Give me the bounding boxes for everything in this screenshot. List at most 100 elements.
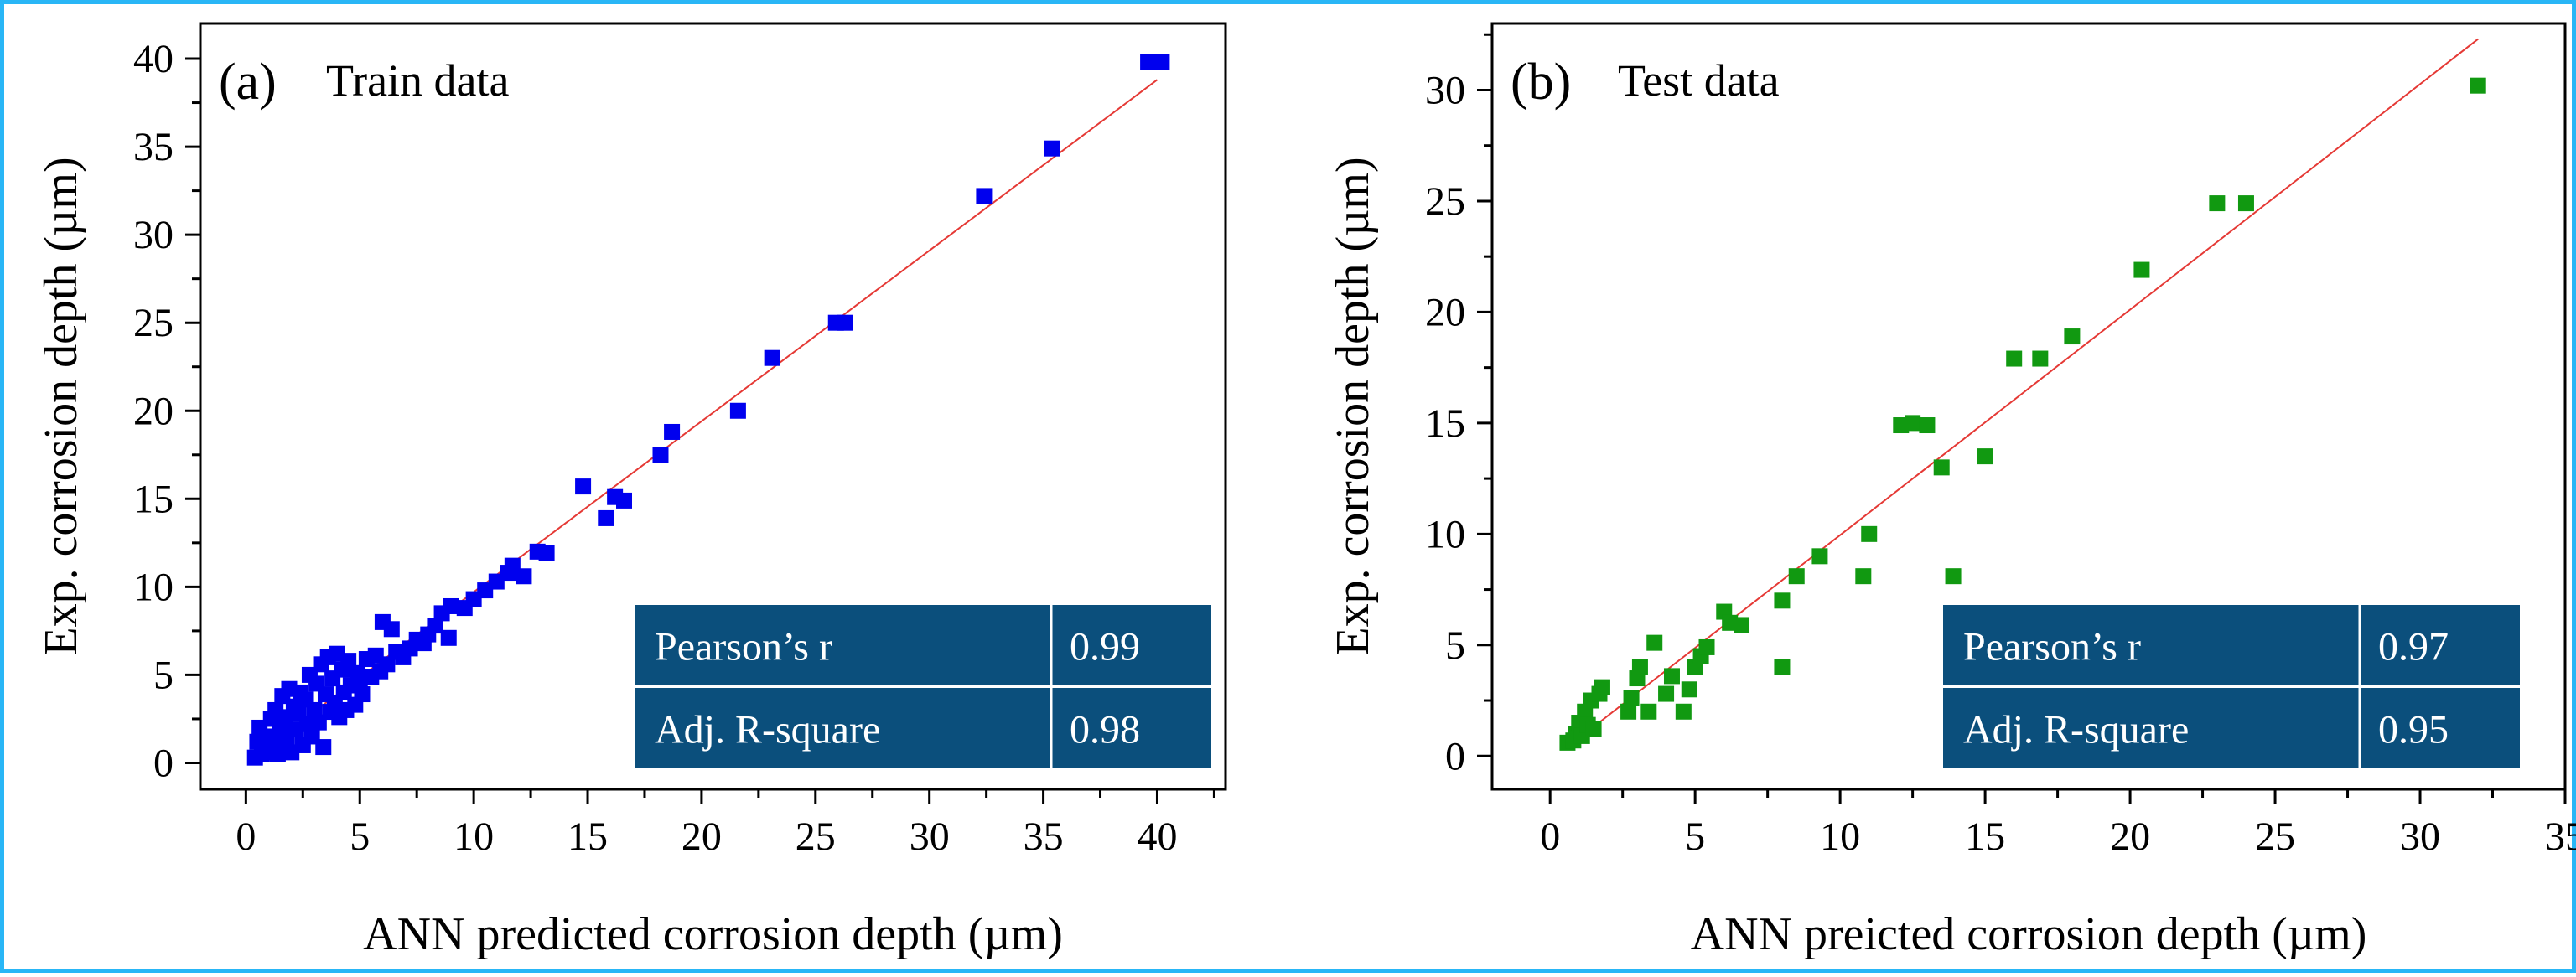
x-tick-label: 0 — [1540, 814, 1560, 859]
data-point — [598, 509, 614, 526]
x-tick-label: 20 — [2110, 814, 2150, 859]
y-tick-label: 10 — [1425, 512, 1465, 556]
data-point — [443, 597, 459, 614]
panel-title: Test data — [1618, 55, 1780, 106]
x-axis: 0 5 10 15 20 25 30 35 — [1540, 789, 2576, 859]
data-point — [1811, 548, 1828, 565]
data-point — [1919, 417, 1936, 434]
y-axis: 0 5 10 15 20 25 30 35 40 — [133, 37, 200, 785]
data-point — [764, 349, 780, 366]
stats-row-bg — [635, 605, 1211, 685]
data-points — [246, 54, 1170, 766]
data-point — [269, 746, 286, 762]
data-point — [1623, 690, 1640, 706]
panel-b: 0 5 10 15 20 25 30 35 0 5 10 15 20 25 30 ANN preicted c… — [1327, 22, 2576, 960]
y-tick-label: 5 — [1445, 623, 1465, 668]
data-point — [440, 629, 457, 646]
data-point — [2237, 195, 2254, 212]
data-point — [1933, 459, 1950, 476]
x-tick-label: 5 — [350, 814, 370, 859]
stats-value: 0.98 — [1070, 708, 1140, 752]
data-point — [2133, 261, 2150, 278]
x-tick-label: 0 — [236, 814, 256, 859]
data-point — [2006, 350, 2023, 367]
x-tick-label: 30 — [910, 814, 950, 859]
data-point — [1631, 659, 1648, 675]
stats-table: Pearson’s r 0.99 Adj. R-square 0.98 — [635, 605, 1211, 768]
data-point — [315, 739, 332, 756]
data-point — [1861, 525, 1878, 542]
data-point — [383, 621, 400, 638]
x-tick-label: 35 — [2545, 814, 2576, 859]
fit-line — [1563, 38, 2479, 751]
y-tick-label: 15 — [1425, 401, 1465, 446]
data-point — [652, 447, 669, 463]
y-tick-label: 35 — [133, 125, 174, 169]
stats-label: Pearson’s r — [655, 625, 832, 669]
data-point — [1140, 54, 1157, 70]
data-point — [516, 568, 532, 585]
data-point — [538, 545, 555, 561]
data-point — [1788, 568, 1805, 585]
y-tick-label: 20 — [1425, 290, 1465, 334]
x-axis-label: ANN preicted corrosion depth (µm) — [1691, 908, 2367, 960]
data-point — [1620, 703, 1637, 720]
stats-value: 0.97 — [2378, 625, 2449, 669]
y-tick-label: 15 — [133, 477, 174, 521]
data-point — [306, 701, 323, 718]
x-axis-label: ANN predicted corrosion depth (µm) — [363, 908, 1063, 960]
data-point — [2032, 350, 2049, 367]
data-point — [2064, 328, 2081, 345]
stats-table: Pearson’s r 0.97 Adj. R-square 0.95 — [1943, 605, 2520, 768]
data-point — [1675, 703, 1692, 720]
x-tick-label: 30 — [2400, 814, 2440, 859]
data-point — [1905, 415, 1921, 432]
data-point — [1658, 685, 1675, 702]
data-point — [2209, 195, 2226, 212]
stats-label: Adj. R-square — [655, 708, 880, 752]
y-tick-label: 30 — [1425, 68, 1465, 112]
data-point — [340, 653, 357, 669]
data-point — [379, 656, 396, 673]
stats-value: 0.99 — [1070, 625, 1140, 669]
x-tick-label: 5 — [1685, 814, 1705, 859]
x-tick-label: 10 — [454, 814, 494, 859]
stats-value: 0.95 — [2378, 708, 2449, 752]
data-point — [1640, 703, 1657, 720]
data-point — [976, 188, 993, 204]
data-point — [1977, 448, 1993, 465]
x-tick-label: 35 — [1024, 814, 1064, 859]
data-point — [1044, 140, 1060, 157]
stats-label: Pearson’s r — [1963, 625, 2141, 669]
data-point — [1681, 681, 1697, 698]
data-point — [664, 423, 681, 440]
x-tick-label: 15 — [1965, 814, 2005, 859]
x-tick-label: 15 — [568, 814, 608, 859]
y-axis: 0 5 10 15 20 25 30 — [1425, 33, 1492, 778]
data-point — [729, 402, 746, 419]
data-point — [1945, 568, 1962, 585]
y-tick-label: 30 — [133, 213, 174, 257]
panel-a: 0 5 10 15 20 25 30 35 40 0 5 10 15 20 25 30 35 40 ANN pred… — [35, 22, 1227, 960]
data-point — [1855, 568, 1872, 585]
x-tick-label: 25 — [2255, 814, 2295, 859]
data-point — [1663, 668, 1680, 685]
data-point — [837, 314, 853, 331]
stats-row-bg — [635, 688, 1211, 768]
x-tick-label: 20 — [682, 814, 722, 859]
stats-row-bg — [1943, 688, 2520, 768]
panel-label: (a) — [219, 54, 277, 111]
panel-label: (b) — [1511, 54, 1571, 111]
x-tick-label: 25 — [796, 814, 836, 859]
y-axis-label: Exp. corrosion depth (µm) — [35, 157, 87, 655]
data-point — [1585, 721, 1602, 737]
y-tick-label: 25 — [1425, 179, 1465, 224]
x-axis: 0 5 10 15 20 25 30 35 40 — [236, 789, 1215, 859]
y-tick-label: 10 — [133, 565, 174, 609]
chart-canvas: 0 5 10 15 20 25 30 35 40 0 5 10 15 20 25 30 35 40 ANN pred… — [35, 22, 2576, 960]
y-tick-label: 25 — [133, 301, 174, 345]
y-tick-label: 40 — [133, 37, 174, 81]
data-point — [1774, 659, 1791, 675]
data-point — [1698, 638, 1715, 655]
